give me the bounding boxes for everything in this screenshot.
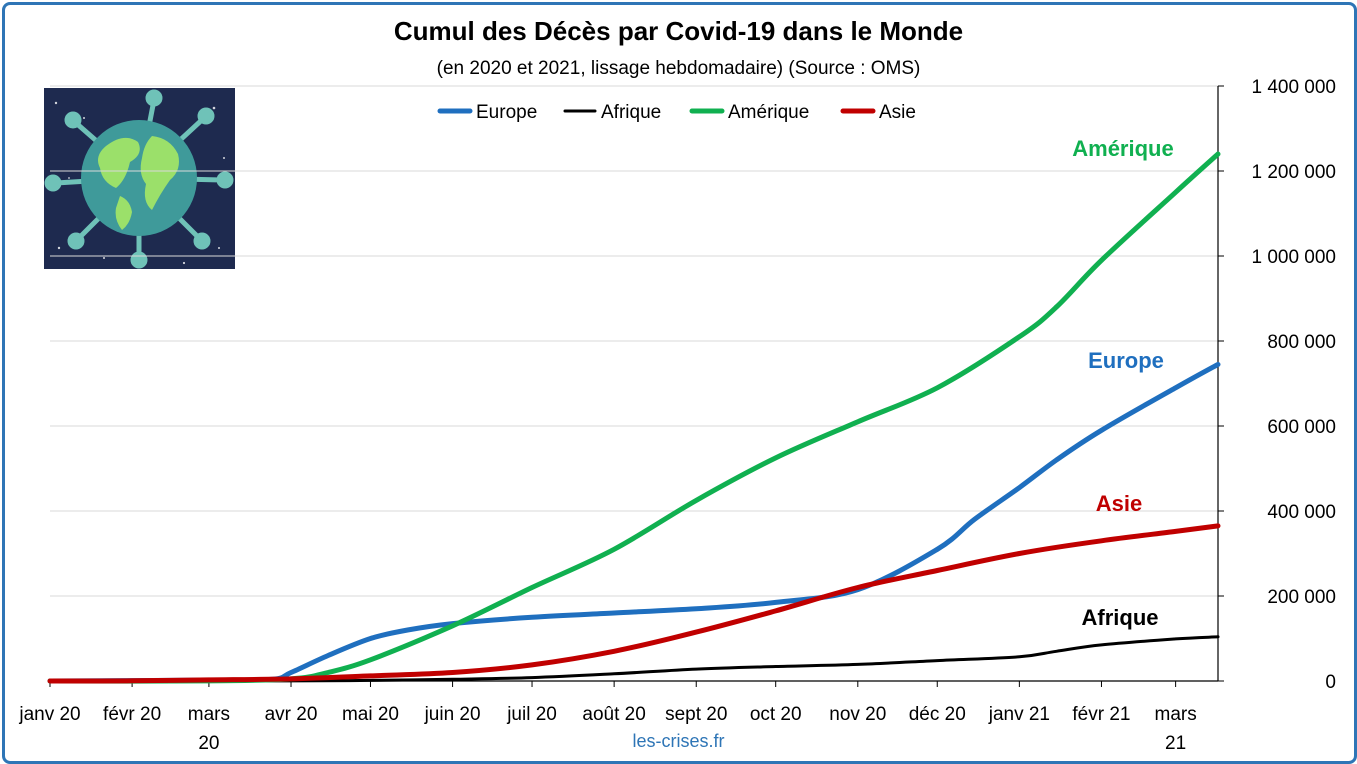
y-tick-label: 1 400 000 [1251,77,1336,98]
y-tick-label: 400 000 [1267,502,1336,523]
legend-label: Amérique [728,102,809,123]
y-tick-label: 200 000 [1267,587,1336,608]
legend-label: Europe [476,102,537,123]
series-lines [47,151,1221,684]
covid-globe-icon [44,88,235,269]
x-tick-label: févr 21 [1072,704,1130,725]
source-link[interactable]: les-crises.fr [632,731,725,751]
x-tick-label: déc 20 [909,704,966,725]
x-tick-label: janv 20 [18,704,80,725]
x-tick-label: avr 20 [265,704,318,725]
series-line-amerique [47,151,1221,684]
series-line-asie [47,523,1221,684]
gridlines [50,85,1218,597]
y-axis-tick-labels: 0 200 000 400 000 600 000 800 000 1 000 000 1 … [1251,77,1336,693]
x-tick-label: oct 20 [750,704,802,725]
y-tick-label: 0 [1325,672,1336,693]
end-label: Asie [1096,491,1142,516]
end-label: Europe [1088,348,1164,373]
y-tick-label: 1 000 000 [1251,247,1336,268]
axes [49,85,1224,687]
chart-subtitle: (en 2020 et 2021, lissage hebdomadaire) … [436,58,921,79]
x-tick-label: juin 20 [424,704,481,725]
x-tick-label: mars 20 [188,704,230,754]
x-tick-label: févr 20 [103,704,161,725]
series-end-labels: Europe Afrique Amérique Asie [1072,136,1173,630]
legend-label: Afrique [601,102,661,123]
legend: Europe Afrique Amérique Asie [437,102,916,123]
legend-label: Asie [879,102,916,123]
x-tick-label: juil 20 [506,704,557,725]
y-tick-label: 1 200 000 [1251,162,1336,183]
x-tick-label: août 20 [582,704,645,725]
end-label: Amérique [1072,136,1173,161]
end-label: Afrique [1082,605,1159,630]
y-tick-label: 600 000 [1267,417,1336,438]
series-line-afrique [48,635,1220,683]
x-tick-label: sept 20 [665,704,727,725]
x-tick-label: nov 20 [829,704,886,725]
x-axis-tick-labels: janv 20 févr 20 mars 20 avr 20 mai 20 juin 20 j… [18,704,1196,754]
chart-title: Cumul des Décès par Covid-19 dans le Mon… [393,16,964,46]
series-line-europe [47,361,1221,684]
x-tick-label: mars 21 [1155,704,1197,754]
y-tick-label: 800 000 [1267,332,1336,353]
x-tick-label: mai 20 [342,704,399,725]
x-tick-label: janv 21 [988,704,1050,725]
